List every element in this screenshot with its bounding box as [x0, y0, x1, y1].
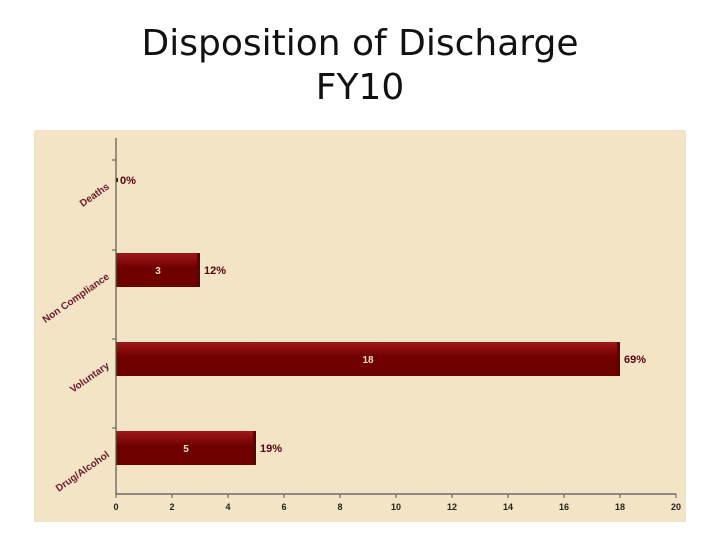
bar-end-cap [197, 253, 200, 287]
bar [116, 178, 118, 182]
x-tick-label: 18 [615, 502, 625, 512]
bar [116, 253, 200, 287]
bar-value-label: 3 [155, 266, 161, 277]
x-tick-label: 16 [559, 502, 569, 512]
chart-area: 0 2 4 6 8 10 12 14 16 18 20 0% Deaths 3 12% Non Compli… [34, 130, 686, 522]
bar-percent-label: 19% [260, 443, 282, 455]
x-tick-label: 20 [671, 502, 681, 512]
x-tick-label: 0 [113, 502, 118, 512]
x-tick-label: 10 [391, 502, 401, 512]
chart-title-line-2: FY10 [315, 67, 405, 108]
x-tick-label: 14 [503, 502, 513, 512]
bar [116, 342, 620, 376]
bar-percent-label: 69% [624, 354, 646, 366]
bar-value-label: 5 [183, 444, 189, 455]
x-tick-label: 12 [447, 502, 457, 512]
bar-end-cap [617, 342, 620, 376]
x-tick-label: 2 [169, 502, 174, 512]
chart-title-line-1: Disposition of Discharge [141, 23, 579, 64]
x-tick-label: 8 [337, 502, 342, 512]
bar-percent-label: 0% [120, 175, 136, 187]
bar-percent-label: 12% [204, 265, 226, 277]
x-tick-label: 4 [225, 502, 230, 512]
x-tick-label: 6 [281, 502, 286, 512]
bar [116, 431, 256, 465]
chart-title: Disposition of Discharge FY10 [0, 22, 720, 110]
bar-value-label: 18 [362, 355, 374, 366]
bar-end-cap [253, 431, 256, 465]
